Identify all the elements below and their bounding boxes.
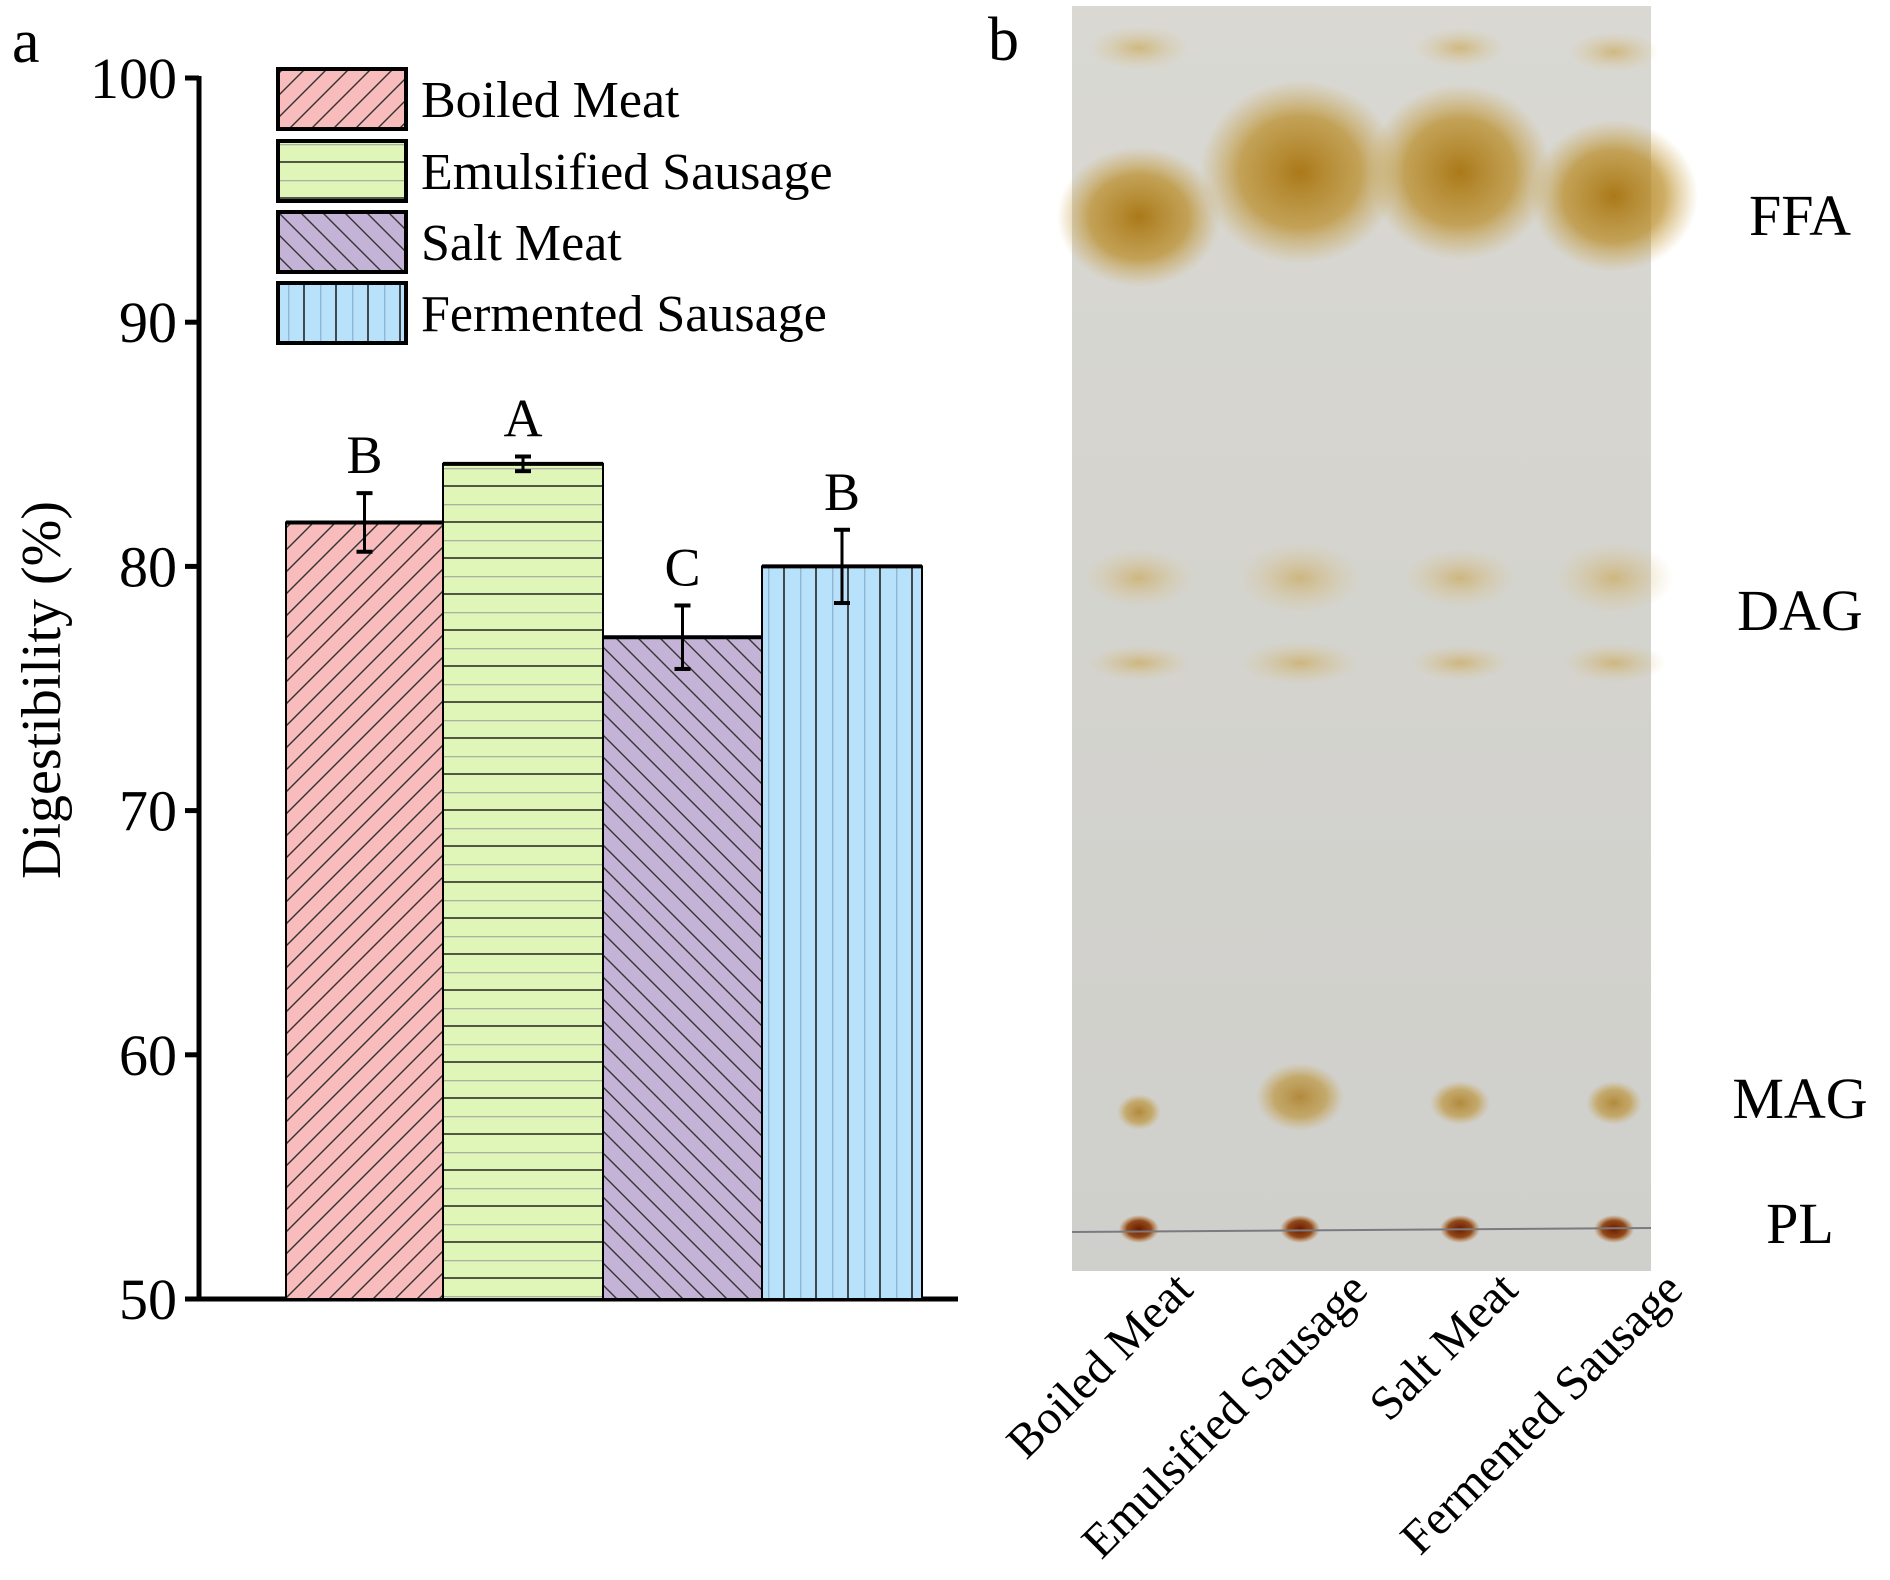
y-tick-label: 90 <box>119 290 177 355</box>
y-tick-label: 50 <box>119 1267 177 1332</box>
y-tick-label: 70 <box>119 779 177 844</box>
tlc-plate-image <box>1057 6 1698 1271</box>
panel-label-a: a <box>12 8 40 76</box>
legend-swatch <box>276 210 408 274</box>
band-label-ffa: FFA <box>1749 183 1851 248</box>
bar-2 <box>442 462 604 1300</box>
legend-swatch <box>276 139 408 203</box>
legend-swatch <box>276 281 408 345</box>
legend: Boiled Meat Emulsified Sausage Salt Meat Fe… <box>276 67 833 345</box>
error-bar <box>515 454 531 474</box>
lane-label: Emulsified Sausage <box>1072 1262 1378 1568</box>
bar-4 <box>761 565 923 1300</box>
legend-label: Emulsified Sausage <box>421 144 833 201</box>
legend-label: Fermented Sausage <box>421 286 827 343</box>
band-label-pl: PL <box>1766 1191 1834 1256</box>
bars: B A C B <box>285 389 923 1300</box>
band-label-mag: MAG <box>1732 1066 1867 1131</box>
lane-label: Fermented Sausage <box>1390 1262 1692 1564</box>
significance-letter: A <box>504 389 543 449</box>
significance-letter: C <box>664 537 700 597</box>
significance-letter: B <box>346 425 382 485</box>
band-label-dag: DAG <box>1737 578 1863 643</box>
y-tick-label: 60 <box>119 1023 177 1088</box>
panel-label-b: b <box>988 6 1019 74</box>
legend-label: Salt Meat <box>421 215 622 272</box>
axes-a: 50 60 70 80 90 100 <box>90 46 958 1332</box>
error-bar <box>356 491 373 554</box>
legend-swatch <box>276 67 408 131</box>
error-bar <box>834 527 850 606</box>
error-bar <box>674 603 691 671</box>
bar-1 <box>285 521 444 1300</box>
y-tick-label: 80 <box>119 534 177 599</box>
bar-3 <box>602 636 763 1300</box>
legend-label: Boiled Meat <box>421 72 680 129</box>
y-tick-label: 100 <box>90 46 177 111</box>
lane-label: Salt Meat <box>1359 1262 1528 1431</box>
significance-letter: B <box>824 462 860 522</box>
y-axis-label: Digestibility (%) <box>11 501 73 879</box>
